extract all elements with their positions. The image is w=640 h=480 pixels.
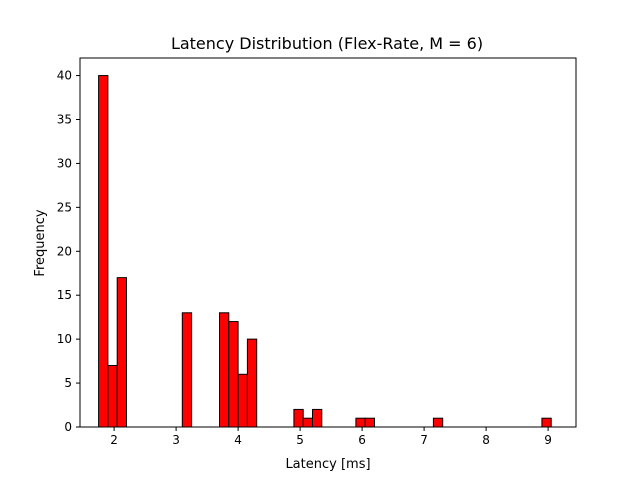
histogram-bar	[293, 408, 304, 428]
x-tick-label: 6	[358, 433, 366, 447]
chart-title: Latency Distribution (Flex-Rate, M = 6)	[171, 34, 483, 53]
x-axis-label: Latency [ms]	[285, 457, 370, 472]
histogram-bars	[98, 75, 552, 428]
x-axis-ticks: 2 3 4 5 6 7 8 9	[110, 427, 552, 447]
x-tick-label: 3	[172, 433, 180, 447]
histogram-bar	[364, 417, 376, 428]
histogram-bar	[246, 338, 258, 428]
histogram-bar	[237, 373, 248, 428]
histogram-bar	[116, 277, 127, 428]
y-tick-label: 0	[64, 420, 72, 434]
x-tick-label: 2	[110, 433, 118, 447]
y-tick-label: 40	[57, 69, 72, 83]
histogram-bar	[107, 365, 118, 428]
x-tick-label: 8	[482, 433, 490, 447]
histogram-bar	[302, 417, 314, 428]
plot-area-frame	[79, 57, 577, 428]
x-tick-label: 4	[234, 433, 242, 447]
y-tick-label: 15	[57, 288, 72, 302]
histogram-bar	[541, 417, 552, 428]
y-axis-label: Frequency	[33, 209, 48, 276]
x-tick-label: 5	[296, 433, 304, 447]
y-tick-label: 5	[64, 376, 72, 390]
y-tick-label: 20	[57, 244, 72, 258]
y-tick-label: 25	[57, 200, 72, 214]
histogram-bar	[432, 417, 444, 428]
histogram-bar	[219, 312, 230, 428]
x-tick-label: 9	[544, 433, 552, 447]
histogram-bar	[312, 408, 323, 428]
y-axis-ticks: 0 5 10 15 20 25 30 35 40	[57, 69, 80, 434]
x-tick-label: 7	[420, 433, 428, 447]
y-tick-label: 35	[57, 113, 72, 127]
histogram-bar	[181, 312, 193, 428]
histogram-bar	[98, 75, 109, 428]
y-tick-label: 10	[57, 332, 72, 346]
histogram-bar	[355, 417, 366, 428]
histogram-bar	[228, 321, 239, 428]
y-tick-label: 30	[57, 156, 72, 170]
